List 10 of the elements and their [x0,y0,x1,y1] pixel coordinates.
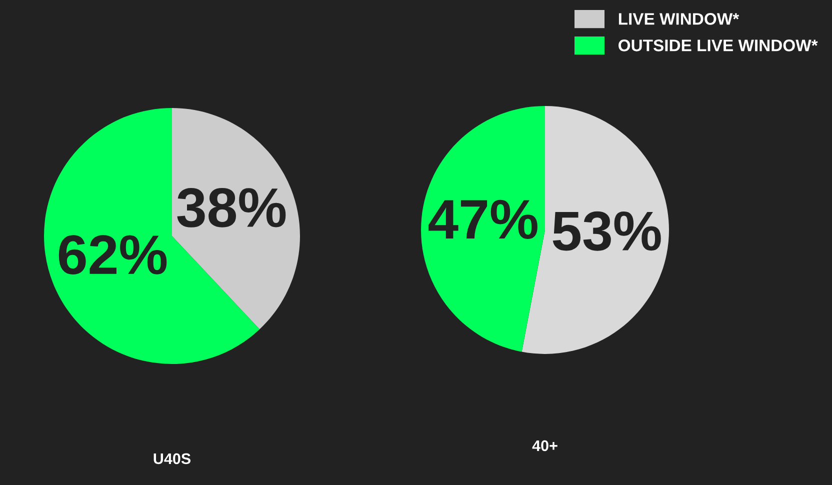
legend-label: LIVE WINDOW* [618,13,740,25]
pie-slice [421,106,545,352]
pie-slice [172,108,300,330]
data-label: 47% [428,200,538,239]
data-label: 38% [177,188,286,228]
data-label: 53% [552,211,661,251]
text: 40+ [532,440,558,452]
data-label: 62% [58,235,167,274]
legend-label: OUTSIDE LIVE WINDOW* [618,40,818,52]
text: U40S [154,453,191,464]
